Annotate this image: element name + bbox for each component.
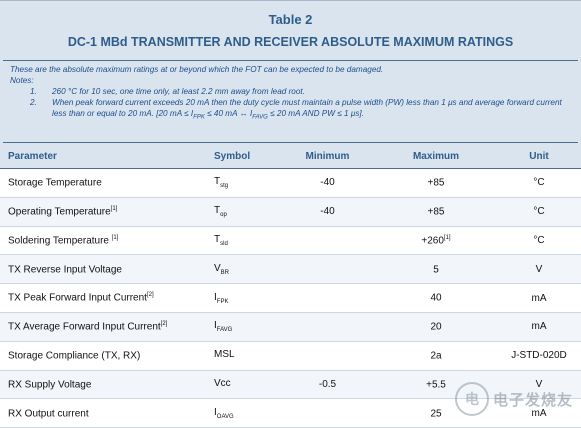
header-parameter: Parameter (0, 145, 196, 169)
table-header-panel: Table 2 DC-1 MBd TRANSMITTER AND RECEIVE… (0, 0, 581, 148)
cell-parameter: Operating Temperature[1] (0, 197, 196, 227)
ratings-table: Parameter Symbol Minimum Maximum Unit St… (0, 145, 581, 428)
site-watermark: 电 电子发烧友 (454, 382, 573, 416)
cell-parameter: RX Supply Voltage (0, 370, 196, 400)
cell-symbol: IFAVG (196, 312, 280, 342)
cell-minimum: -40 (280, 168, 375, 198)
cell-symbol: IOAVG (196, 398, 280, 428)
title-block: Table 2 DC-1 MBd TRANSMITTER AND RECEIVE… (0, 1, 581, 52)
cell-unit: V (497, 370, 581, 400)
header-symbol: Symbol (196, 145, 280, 169)
cell-parameter: RX Output current (0, 398, 196, 428)
watermark-logo-icon: 电 (454, 382, 489, 416)
table-title: Table 2 (268, 12, 313, 27)
intro-text: These are the absolute maximum ratings a… (10, 65, 384, 74)
notes-divider (3, 142, 578, 143)
cell-unit: °C (497, 226, 581, 256)
cell-maximum: +85 (375, 197, 497, 227)
cell-symbol: IFPK (196, 283, 280, 313)
cell-maximum: 20 (375, 312, 497, 342)
header-minimum: Minimum (280, 145, 375, 169)
cell-maximum: +260[1] (375, 226, 497, 256)
cell-minimum (280, 341, 375, 371)
cell-minimum (280, 226, 375, 256)
table-row: Operating Temperature[1] Top -40 +85 °C (0, 197, 581, 227)
cell-parameter: Soldering Temperature [1] (0, 226, 196, 256)
table-row: Storage Compliance (TX, RX) MSL 2a J-STD-02… (0, 341, 581, 371)
table-row: Storage Temperature Tstg -40 +85 °C (0, 168, 581, 198)
cell-symbol: MSL (196, 341, 280, 371)
table-row: TX Reverse Input Voltage VBR 5 V (0, 254, 581, 285)
note-number: 2. (30, 98, 37, 107)
cell-unit: J-STD-020D (497, 341, 581, 371)
cell-unit: V (497, 254, 581, 285)
header-unit: Unit (497, 145, 581, 169)
table-row: TX Average Forward Input Current[2] IFAVG… (0, 312, 581, 342)
cell-minimum: -0.5 (280, 370, 375, 400)
cell-maximum: 2a (375, 341, 497, 371)
cell-parameter: TX Reverse Input Voltage (0, 254, 196, 285)
note-text: 260 °C for 10 sec, one time only, at lea… (52, 87, 305, 96)
cell-symbol: Tsld (196, 226, 280, 256)
watermark-text: 电子发烧友 (492, 391, 573, 409)
cell-symbol: Tstg (196, 168, 280, 198)
cell-symbol: Vcc (196, 370, 280, 400)
note-1: 1. 260 °C for 10 sec, one time only, at … (10, 86, 571, 97)
cell-parameter: TX Peak Forward Input Current[2] (0, 283, 196, 313)
title-divider (3, 60, 578, 61)
cell-maximum: 5 (375, 254, 497, 285)
table-row: RX Supply Voltage Vcc -0.5 +5.5 V (0, 370, 581, 400)
note-number: 1. (30, 87, 37, 96)
cell-maximum: +85 (375, 168, 497, 198)
cell-maximum: 40 (375, 283, 497, 313)
cell-unit: °C (497, 168, 581, 198)
cell-parameter: Storage Temperature (0, 168, 196, 198)
table-row: Soldering Temperature [1] Tsld +260[1] °C (0, 226, 581, 256)
cell-minimum (280, 398, 375, 428)
cell-minimum (280, 254, 375, 285)
table-row: TX Peak Forward Input Current[2] IFPK 40 mA (0, 283, 581, 313)
cell-minimum (280, 283, 375, 313)
cell-unit: mA (497, 312, 581, 342)
cell-minimum: -40 (280, 197, 375, 227)
table-subtitle: DC-1 MBd TRANSMITTER AND RECEIVER ABSOLU… (67, 35, 514, 49)
table-row: RX Output current IOAVG 25 mA (0, 398, 581, 428)
cell-unit: mA (497, 283, 581, 313)
cell-parameter: Storage Compliance (TX, RX) (0, 341, 196, 371)
cell-symbol: VBR (196, 254, 280, 285)
cell-unit: mA (497, 398, 581, 428)
notes-block: These are the absolute maximum ratings a… (0, 61, 581, 124)
cell-minimum (280, 312, 375, 342)
cell-unit: °C (497, 197, 581, 227)
header-maximum: Maximum (375, 145, 497, 169)
note-text: When peak forward current exceeds 20 mA … (52, 98, 562, 121)
table-header-row: Parameter Symbol Minimum Maximum Unit (0, 145, 581, 169)
notes-label: Notes: (10, 76, 34, 85)
cell-symbol: Top (196, 197, 280, 227)
cell-parameter: TX Average Forward Input Current[2] (0, 312, 196, 342)
note-2: 2. When peak forward current exceeds 20 … (10, 97, 571, 124)
